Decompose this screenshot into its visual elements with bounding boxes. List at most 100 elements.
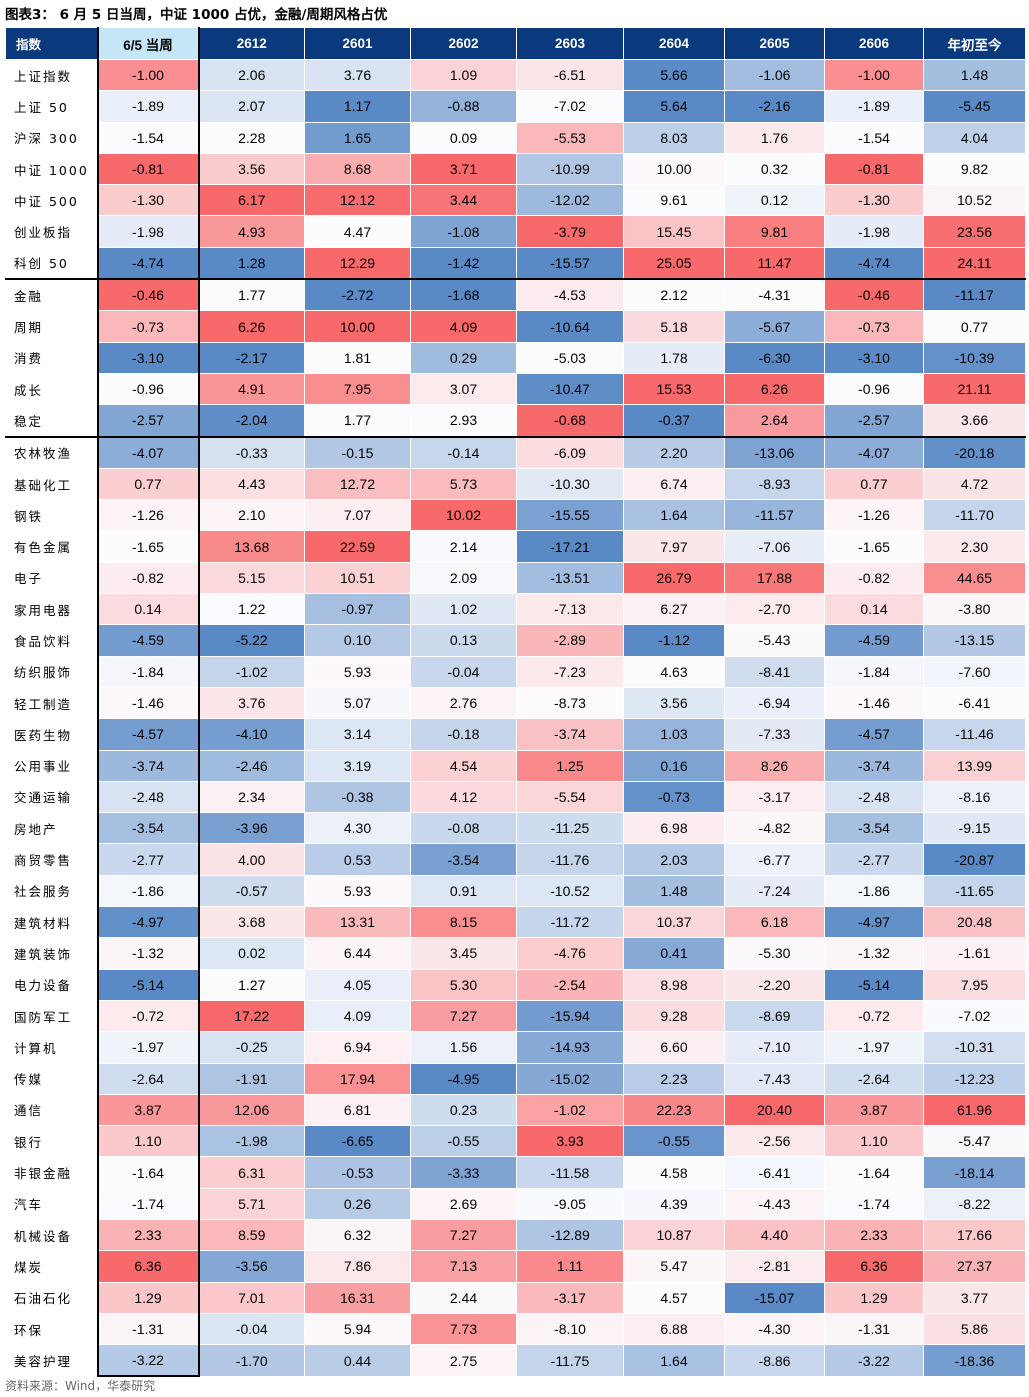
value-cell: 8.59 xyxy=(198,1218,305,1252)
value-cell: 5.66 xyxy=(623,58,725,92)
value-cell: 17.88 xyxy=(724,561,825,595)
value-cell: -0.37 xyxy=(623,404,725,438)
value-cell: 6.88 xyxy=(623,1312,725,1346)
value-cell: 6.18 xyxy=(724,906,825,939)
value-cell: -9.05 xyxy=(516,1187,624,1220)
value-cell: 0.44 xyxy=(304,1344,411,1377)
value-cell: -3.17 xyxy=(724,780,825,814)
value-cell: 10.51 xyxy=(304,561,411,595)
table-row: 金融 -0.46 1.77 -2.72 -1.68 -4.53 2.12 -4.31 -0.46… xyxy=(5,278,1026,312)
value-cell: -1.31 xyxy=(96,1312,200,1346)
value-cell: 1.10 xyxy=(96,1125,200,1158)
value-cell: -1.00 xyxy=(824,58,924,92)
value-cell: -2.81 xyxy=(724,1250,825,1283)
value-cell: -11.75 xyxy=(516,1344,624,1377)
value-cell: 6.60 xyxy=(623,1031,725,1064)
value-cell: 16.31 xyxy=(304,1281,411,1314)
value-cell: -3.54 xyxy=(96,812,200,845)
value-cell: 5.86 xyxy=(923,1312,1026,1346)
value-cell: 6.17 xyxy=(198,184,305,217)
value-cell: -8.10 xyxy=(516,1312,624,1346)
value-cell: -1.54 xyxy=(96,121,200,154)
value-cell: -0.73 xyxy=(623,780,725,814)
value-cell: -4.59 xyxy=(96,624,200,657)
value-cell: 11.47 xyxy=(724,246,825,280)
value-cell: -0.18 xyxy=(410,718,517,751)
table-row: 传媒 -2.64 -1.91 17.94 -4.95 -15.02 2.23 -7.43 -2.… xyxy=(5,1062,1026,1095)
table-row: 非银金融 -1.64 6.31 -0.53 -3.33 -11.58 4.58 -6.41 -1… xyxy=(5,1156,1026,1189)
value-cell: -1.42 xyxy=(410,246,517,280)
value-cell: -0.96 xyxy=(824,372,924,406)
row-label: 沪深 300 xyxy=(5,121,98,154)
value-cell: 2.03 xyxy=(623,843,725,876)
value-cell: -0.55 xyxy=(623,1125,725,1158)
value-cell: -4.07 xyxy=(824,435,924,469)
value-cell: -3.10 xyxy=(824,341,924,374)
header-cell: 2601 xyxy=(304,27,411,60)
value-cell: 1.03 xyxy=(623,718,725,751)
value-cell: -1.46 xyxy=(824,686,924,720)
value-cell: -3.56 xyxy=(198,1250,305,1283)
value-cell: -1.32 xyxy=(824,937,924,970)
value-cell: 10.37 xyxy=(623,906,725,939)
value-cell: 9.82 xyxy=(923,152,1026,186)
value-cell: -3.74 xyxy=(516,718,624,751)
header-row: 指数 6/5 当周 2612 2601 2602 2603 2604 2605 2606 年初至今 xyxy=(5,27,1026,60)
value-cell: 5.73 xyxy=(410,467,517,501)
value-cell: 0.14 xyxy=(96,593,200,626)
value-cell: 3.87 xyxy=(96,1093,200,1127)
value-cell: 1.64 xyxy=(623,1344,725,1377)
value-cell: -12.23 xyxy=(923,1062,1026,1095)
header-cell: 2612 xyxy=(198,27,305,60)
value-cell: 6.74 xyxy=(623,467,725,501)
row-label: 房地产 xyxy=(5,812,98,845)
value-cell: -15.07 xyxy=(724,1281,825,1314)
value-cell: -12.02 xyxy=(516,184,624,217)
value-cell: -8.86 xyxy=(724,1344,825,1377)
value-cell: 6.81 xyxy=(304,1093,411,1127)
value-cell: -0.73 xyxy=(96,310,200,343)
value-cell: -1.46 xyxy=(96,686,200,720)
row-label: 家用电器 xyxy=(5,593,98,626)
value-cell: 2.28 xyxy=(198,121,305,154)
value-cell: 2.64 xyxy=(724,404,825,438)
value-cell: 5.93 xyxy=(304,874,411,908)
value-cell: -8.73 xyxy=(516,686,624,720)
value-cell: 2.34 xyxy=(198,780,305,814)
row-label: 有色金属 xyxy=(5,530,98,563)
value-cell: -3.54 xyxy=(410,843,517,876)
value-cell: 1.17 xyxy=(304,90,411,123)
value-cell: 4.09 xyxy=(410,310,517,343)
header-cell: 年初至今 xyxy=(923,27,1026,60)
value-cell: 12.29 xyxy=(304,246,411,280)
value-cell: -15.57 xyxy=(516,246,624,280)
value-cell: 3.45 xyxy=(410,937,517,970)
value-cell: 0.16 xyxy=(623,749,725,782)
value-cell: 2.30 xyxy=(923,530,1026,563)
value-cell: 7.86 xyxy=(304,1250,411,1283)
value-cell: 2.10 xyxy=(198,499,305,532)
value-cell: 4.00 xyxy=(198,843,305,876)
value-cell: -1.98 xyxy=(824,215,924,248)
row-label: 医药生物 xyxy=(5,718,98,751)
value-cell: -0.15 xyxy=(304,435,411,469)
table-row: 石油石化 1.29 7.01 16.31 2.44 -3.17 4.57 -15.07 1.29… xyxy=(5,1281,1026,1314)
row-label: 金融 xyxy=(5,278,98,312)
value-cell: -0.08 xyxy=(410,812,517,845)
value-cell: -7.06 xyxy=(724,530,825,563)
value-cell: 20.48 xyxy=(923,906,1026,939)
value-cell: 1.25 xyxy=(516,749,624,782)
value-cell: -1.89 xyxy=(96,90,200,123)
value-cell: -0.97 xyxy=(304,593,411,626)
value-cell: -11.70 xyxy=(923,499,1026,532)
value-cell: -11.72 xyxy=(516,906,624,939)
value-cell: 13.31 xyxy=(304,906,411,939)
value-cell: 3.77 xyxy=(923,1281,1026,1314)
value-cell: -2.64 xyxy=(96,1062,200,1095)
value-cell: -6.30 xyxy=(724,341,825,374)
row-label: 机械设备 xyxy=(5,1218,98,1252)
value-cell: -3.74 xyxy=(96,749,200,782)
value-cell: 17.22 xyxy=(198,999,305,1033)
value-cell: 2.33 xyxy=(96,1218,200,1252)
row-label: 电子 xyxy=(5,561,98,595)
